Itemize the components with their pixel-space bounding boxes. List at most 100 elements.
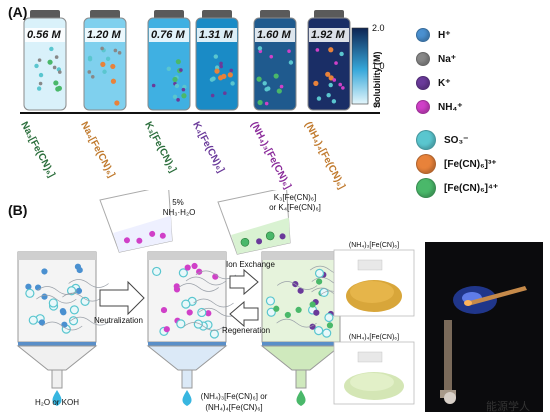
bottle-concentration: 0.56 M (27, 29, 61, 41)
ion-dot (210, 93, 215, 98)
legend-label: K⁺ (438, 77, 451, 89)
ion-dot (214, 68, 220, 74)
neutralization-arrow (99, 280, 145, 316)
ion-dot (110, 78, 117, 84)
resin-ion (193, 319, 203, 329)
resin-ion (25, 288, 35, 298)
ion-dot (38, 72, 44, 78)
photo1-label: (NH₄)₃[Fe(CN)₆] (348, 242, 400, 249)
ion-dot (110, 63, 116, 70)
ion-dot (105, 56, 111, 62)
legend-row: NH₄⁺ (416, 100, 463, 114)
resin-ion (69, 305, 79, 315)
ion-dot (175, 59, 181, 65)
ammonia-beaker (99, 190, 173, 253)
ion-dot (269, 54, 274, 59)
ion-dot (256, 76, 262, 82)
beaker1-text-1: 5% (172, 198, 184, 207)
ion-dot (102, 69, 107, 74)
ferrocyanide-beaker (217, 190, 291, 255)
resin-ion (284, 311, 291, 319)
ion-dot (313, 80, 319, 86)
ion-dot (227, 72, 233, 78)
photo2-label: (NH₄)₄[Fe(CN)₆] (348, 334, 400, 341)
polymer-chain (276, 318, 317, 328)
ion-dot (36, 86, 42, 91)
ion-dot (166, 66, 172, 71)
legend-row: H⁺ (416, 28, 451, 42)
ion-dot (341, 86, 345, 90)
column-3 (260, 251, 361, 389)
ion-dot (151, 83, 156, 88)
polymer-chain (69, 316, 111, 326)
ion-dot (113, 48, 118, 53)
resin-ion (314, 268, 325, 278)
ion-dot (257, 99, 263, 106)
legend-label: NH₄⁺ (438, 101, 463, 113)
ion-dot (288, 60, 294, 65)
polymer-chain (183, 322, 225, 331)
green-drop-icon (296, 390, 306, 406)
resin-ion (324, 312, 334, 323)
ion-dot (114, 100, 120, 106)
ion-dot (325, 71, 331, 77)
resin-ion (160, 306, 168, 314)
ion-dot (34, 63, 39, 69)
ion-dot (331, 99, 337, 104)
ion-dot (257, 46, 263, 51)
bottle-label-band (25, 28, 65, 42)
neutralization-label: Neutralization (94, 316, 143, 325)
caption-product-1: (NH₄)₃[Fe(CN)₆] or (200, 392, 268, 401)
bottle-concentration: 1.92 M (311, 29, 345, 41)
resin-ion (326, 322, 334, 329)
beaker2-text-2: or K₄[Fe(CN)₆] (269, 203, 321, 212)
ion-dot (326, 92, 331, 98)
resin-ion (309, 301, 316, 308)
flame-photo (425, 242, 543, 412)
resin-ion (48, 298, 58, 308)
resin-ion (266, 307, 276, 317)
legend-label: [Fe(CN)₆]⁴⁺ (444, 182, 499, 194)
resin-ion (152, 266, 162, 277)
ion-dot (328, 82, 333, 88)
resin-ion (265, 296, 276, 306)
ion-dot (53, 80, 59, 86)
bottle-label-band (197, 28, 237, 42)
resin-ion (316, 278, 323, 285)
resin-ion (76, 266, 83, 274)
ion-dot (315, 48, 320, 52)
ion-dot (334, 61, 338, 65)
legend-label: [Fe(CN)₆]³⁺ (444, 158, 497, 170)
bottle-concentration: 0.76 M (151, 29, 185, 41)
resin-ion (313, 309, 320, 316)
watermark: 能源学人 (486, 400, 530, 413)
bottle-row (20, 10, 380, 114)
bottle-label-band (149, 28, 189, 42)
resin-ion (176, 319, 186, 329)
panel-b-label: (B) (8, 202, 28, 218)
legend-label: Na⁺ (438, 53, 457, 65)
colorbar-label: Solubility (M) (372, 51, 382, 109)
fecn6-3-icon (416, 154, 436, 174)
ion-dot (52, 65, 57, 70)
water-drop-icon (52, 390, 62, 406)
ion-dot (276, 88, 282, 94)
ion-exchange-label: Ion Exchange (226, 260, 275, 269)
bottle-label-band (85, 28, 125, 42)
column-2 (146, 251, 240, 389)
k-ion-icon (416, 76, 430, 90)
ion-dot (264, 101, 269, 106)
ion-dot (287, 49, 291, 53)
ion-dot (219, 61, 223, 66)
ion-dot (273, 73, 279, 79)
ion-dot (211, 76, 216, 81)
fecn6-4-icon (416, 178, 436, 198)
resin-ion (60, 309, 67, 316)
resin-ion (212, 273, 219, 280)
regeneration-arrow (229, 300, 259, 328)
h-ion-icon (416, 28, 430, 42)
ion-dot (100, 61, 106, 67)
ion-dot (328, 47, 334, 53)
beaker2-text-1: K₃[Fe(CN)₆] (273, 193, 317, 202)
solubility-colorbar (351, 27, 369, 105)
